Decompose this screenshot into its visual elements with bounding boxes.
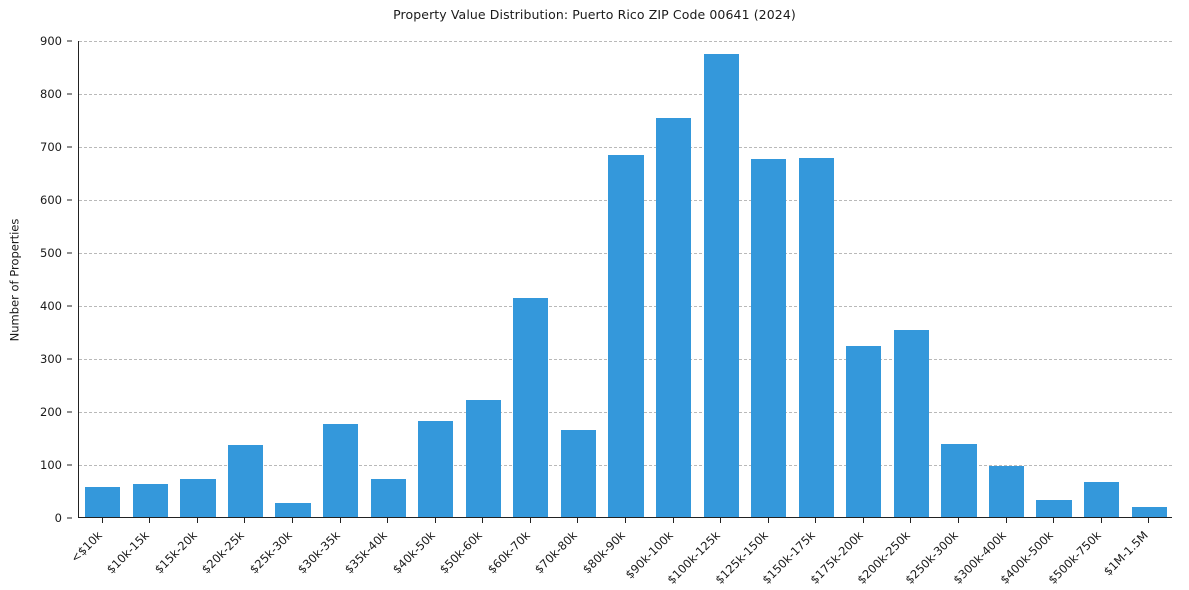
x-axis-tick-mark [720, 518, 722, 523]
x-axis-tick-mark [672, 518, 674, 523]
x-axis-tick-mark [387, 518, 389, 523]
y-axis-tick-label: 100 [40, 458, 62, 472]
x-axis-tick-marks [78, 518, 1172, 524]
bar[interactable] [132, 484, 168, 517]
y-axis-tick-label: 0 [54, 511, 62, 525]
x-axis-tick-mark [767, 518, 769, 523]
x-axis-tick-label-text: $60k-70k [484, 528, 533, 577]
y-axis-tick-mark [67, 199, 72, 201]
bar[interactable] [846, 345, 882, 517]
y-axis-tick-label: 700 [40, 140, 62, 154]
x-axis-tick-mark [815, 518, 817, 523]
x-axis-tick-mark [1053, 518, 1055, 523]
bar[interactable] [1131, 507, 1167, 517]
y-axis-tick-mark [67, 252, 72, 254]
y-axis-tick-label: 500 [40, 246, 62, 260]
x-axis-tick-label-text: $35k-40k [341, 528, 391, 577]
x-axis-tick-mark [292, 518, 294, 523]
x-axis-tick-label-text: $15k-20k [151, 528, 200, 577]
y-axis-tick-mark [67, 411, 72, 413]
x-axis-tick-mark [149, 518, 151, 523]
x-axis-tick-label-text: $25k-30k [246, 528, 295, 577]
bar[interactable] [418, 420, 454, 517]
x-axis-tick-label-text: $1M-1.5M [1100, 528, 1152, 579]
x-axis-tick-mark [244, 518, 246, 523]
x-axis-tick-label-text: $80k-90k [579, 528, 628, 577]
bar[interactable] [941, 443, 977, 517]
y-axis-tick-mark [67, 40, 72, 42]
x-axis-tick-label-text: <$10k [67, 528, 105, 566]
bar[interactable] [227, 444, 264, 517]
bar[interactable] [703, 53, 739, 517]
x-axis-tick-mark [1148, 518, 1150, 523]
bar[interactable] [608, 155, 644, 517]
bar[interactable] [85, 487, 121, 517]
bar[interactable] [180, 479, 216, 517]
x-axis-tick-mark [1100, 518, 1102, 523]
x-axis-tick-mark [862, 518, 864, 523]
y-axis-tick-label: 900 [40, 34, 62, 48]
x-axis-tick-mark [529, 518, 531, 523]
y-axis-tick-mark [67, 464, 72, 466]
x-axis-tick-mark [434, 518, 436, 523]
bar[interactable] [513, 298, 549, 517]
bar[interactable] [655, 118, 692, 517]
bar[interactable] [465, 399, 501, 517]
chart-title: Property Value Distribution: Puerto Rico… [393, 7, 796, 22]
x-axis-tick-mark [339, 518, 341, 523]
x-axis-tick-label-text: $40k-50k [389, 528, 438, 577]
bar[interactable] [893, 329, 929, 517]
x-axis-tick-mark [577, 518, 579, 523]
bar[interactable] [323, 423, 359, 517]
y-axis-tick-mark [67, 93, 72, 95]
x-axis-tick-mark [1005, 518, 1007, 523]
x-axis-tick-mark [957, 518, 959, 523]
y-axis-tick-label: 600 [40, 193, 62, 207]
bar[interactable] [275, 503, 311, 517]
x-axis-tick-labels: <$10k $10k-15k $15k-20k $20k-25k $25k-30k $30… [68, 524, 1172, 590]
x-axis-tick-label-text: $30k-35k [294, 528, 343, 577]
x-axis-tick-label-text: $50k-60k [436, 528, 486, 577]
x-axis-tick-mark [196, 518, 198, 523]
bar[interactable] [1084, 482, 1120, 517]
bar[interactable] [560, 429, 597, 517]
y-axis-tick-label: 200 [40, 405, 62, 419]
y-axis-tick-labels: 0 100 200 300 400 500 600 700 800 900 [0, 34, 72, 525]
bar-series [79, 41, 1172, 517]
y-axis-tick-label: 400 [40, 299, 62, 313]
bar[interactable] [798, 157, 834, 517]
y-axis-tick-label: 300 [40, 352, 62, 366]
y-axis-tick-mark [67, 305, 72, 307]
bar[interactable] [988, 466, 1025, 517]
bar[interactable] [370, 479, 406, 517]
y-axis-tick-mark [67, 517, 72, 519]
y-axis-tick-mark [67, 146, 72, 148]
plot-area [78, 41, 1172, 518]
x-axis-tick-mark [482, 518, 484, 523]
x-axis-tick-mark [910, 518, 912, 523]
x-axis-tick-label-text: $70k-80k [532, 528, 581, 577]
y-axis-tick-label: 800 [40, 87, 62, 101]
x-axis-tick-mark [625, 518, 626, 523]
bar[interactable] [751, 159, 787, 517]
x-axis-tick-mark [101, 518, 103, 523]
bar[interactable] [1036, 499, 1072, 517]
x-axis-tick-label-text: $10k-15k [104, 528, 153, 577]
x-axis-tick-label-text: $20k-25k [199, 528, 248, 577]
y-axis-tick-mark [67, 358, 72, 360]
